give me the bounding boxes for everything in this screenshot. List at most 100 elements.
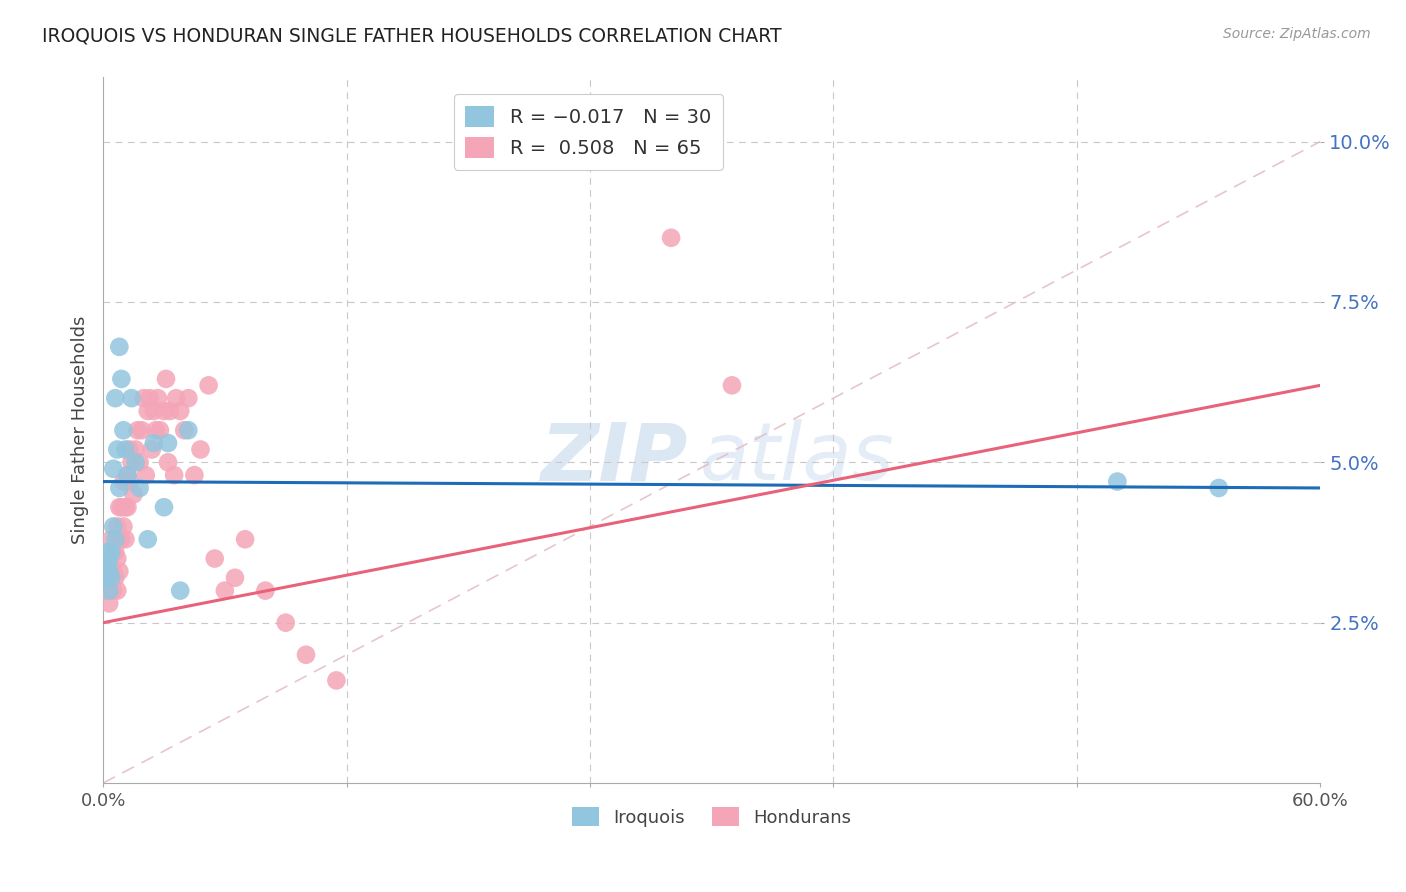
Point: [190, 442, 212, 457]
Point: [108, 500, 131, 515]
Point: [108, 481, 131, 495]
Point: [98, 596, 121, 610]
Point: [108, 340, 131, 354]
Point: [131, 423, 153, 437]
Point: [110, 533, 132, 547]
Point: [197, 378, 219, 392]
Point: [98, 565, 121, 579]
Point: [117, 468, 139, 483]
Point: [155, 372, 177, 386]
Point: [204, 551, 226, 566]
Legend: Iroquois, Hondurans: Iroquois, Hondurans: [565, 800, 859, 834]
Point: [124, 442, 146, 457]
Point: [118, 442, 141, 457]
Point: [214, 583, 236, 598]
Text: atlas: atlas: [700, 419, 894, 498]
Point: [117, 468, 139, 483]
Point: [295, 648, 318, 662]
Point: [103, 583, 125, 598]
Point: [128, 481, 150, 495]
Point: [105, 551, 128, 566]
Point: [233, 533, 256, 547]
Point: [224, 571, 246, 585]
Point: [112, 475, 135, 489]
Point: [114, 442, 136, 457]
Point: [96, 583, 118, 598]
Point: [142, 404, 165, 418]
Point: [94, 571, 117, 585]
Point: [659, 231, 682, 245]
Point: [128, 455, 150, 469]
Point: [254, 583, 277, 598]
Point: [112, 519, 135, 533]
Point: [163, 468, 186, 483]
Point: [153, 404, 176, 418]
Point: [117, 500, 139, 515]
Point: [100, 545, 122, 559]
Point: [103, 519, 125, 533]
Point: [165, 391, 187, 405]
Point: [146, 391, 169, 405]
Point: [169, 404, 191, 418]
Point: [169, 583, 191, 598]
Point: [104, 545, 127, 559]
Point: [177, 391, 200, 405]
Point: [103, 565, 125, 579]
Point: [139, 391, 162, 405]
Point: [157, 436, 180, 450]
Point: [103, 545, 125, 559]
Text: ZIP: ZIP: [540, 419, 688, 498]
Point: [100, 565, 122, 579]
Point: [110, 500, 132, 515]
Point: [132, 391, 155, 405]
Point: [112, 423, 135, 437]
Point: [103, 461, 125, 475]
Point: [98, 583, 121, 598]
Point: [142, 436, 165, 450]
Point: [159, 404, 181, 418]
Point: [149, 423, 172, 437]
Point: [104, 533, 127, 547]
Point: [127, 423, 149, 437]
Text: Source: ZipAtlas.com: Source: ZipAtlas.com: [1223, 27, 1371, 41]
Text: IROQUOIS VS HONDURAN SINGLE FATHER HOUSEHOLDS CORRELATION CHART: IROQUOIS VS HONDURAN SINGLE FATHER HOUSE…: [42, 27, 782, 45]
Point: [96, 558, 118, 572]
Point: [105, 442, 128, 457]
Point: [1208, 481, 1230, 495]
Point: [141, 442, 163, 457]
Point: [177, 423, 200, 437]
Point: [136, 533, 159, 547]
Point: [145, 423, 167, 437]
Point: [104, 571, 127, 585]
Point: [157, 455, 180, 469]
Point: [98, 583, 121, 598]
Point: [274, 615, 297, 630]
Point: [108, 533, 131, 547]
Point: [98, 551, 121, 566]
Point: [325, 673, 347, 688]
Point: [122, 487, 145, 501]
Point: [94, 583, 117, 598]
Point: [183, 468, 205, 483]
Point: [108, 565, 131, 579]
Point: [96, 545, 118, 559]
Y-axis label: Single Father Households: Single Father Households: [72, 316, 89, 544]
Point: [114, 533, 136, 547]
Point: [100, 571, 122, 585]
Point: [136, 404, 159, 418]
Point: [114, 500, 136, 515]
Point: [153, 500, 176, 515]
Point: [100, 533, 122, 547]
Point: [121, 455, 143, 469]
Point: [105, 583, 128, 598]
Point: [110, 372, 132, 386]
Point: [118, 475, 141, 489]
Point: [96, 565, 118, 579]
Point: [1107, 475, 1129, 489]
Point: [721, 378, 744, 392]
Point: [121, 391, 143, 405]
Point: [105, 519, 128, 533]
Point: [104, 391, 127, 405]
Point: [135, 468, 157, 483]
Point: [173, 423, 195, 437]
